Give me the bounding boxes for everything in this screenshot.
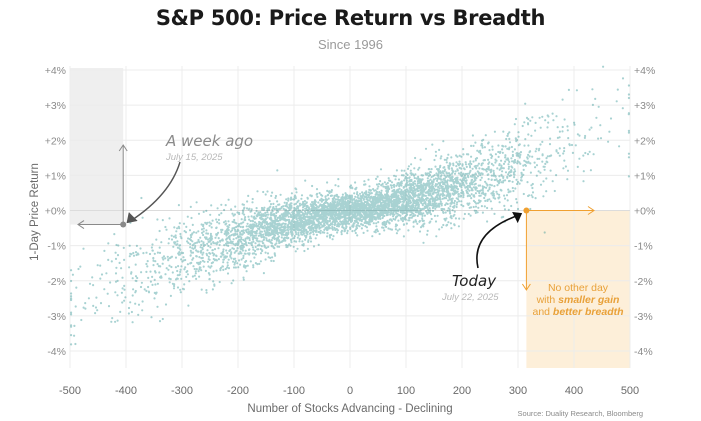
y-tick-label-right: -1% (634, 241, 653, 253)
today-pointer (476, 213, 521, 269)
note-line-2: with smaller gain (536, 294, 620, 306)
today-date: July 22, 2025 (441, 292, 499, 303)
week-ago-h-arrowhead (77, 220, 85, 229)
x-tick-label: 100 (397, 385, 415, 397)
week-ago-region (70, 68, 124, 225)
y-tick-label-right: -4% (634, 346, 653, 358)
y-tick-label-left: -2% (47, 276, 66, 288)
x-tick-label: -100 (283, 385, 305, 397)
week-ago-pointer-head (126, 212, 138, 224)
x-tick-label: -200 (227, 385, 249, 397)
today-region (526, 210, 630, 368)
grid-lines (69, 66, 631, 368)
tick-labels: -500 -400 -300 -200 -100 0 100 200 300 400 500 +4% +… (45, 65, 656, 397)
today-h-arrowhead (587, 206, 595, 215)
source-note: Source: Duality Research, Bloomberg (517, 409, 643, 418)
x-tick-label: -500 (59, 385, 81, 397)
x-axis-label: Number of Stocks Advancing - Declining (247, 403, 452, 415)
week-ago-point (120, 221, 127, 228)
y-tick-label-right: +3% (634, 100, 655, 112)
y-tick-label-left: +2% (45, 135, 66, 147)
y-tick-label-left: -4% (47, 346, 66, 358)
x-tick-label: 300 (509, 385, 527, 397)
today-point (523, 207, 530, 214)
y-tick-label-right: -3% (634, 311, 653, 323)
note-line-3: and better breadth (532, 306, 623, 318)
y-tick-label-left: +4% (45, 65, 66, 77)
shaded-regions (70, 68, 630, 368)
y-tick-label-left: -3% (47, 311, 66, 323)
y-tick-label-left: +0% (45, 206, 66, 218)
x-tick-label: 500 (621, 385, 639, 397)
x-tick-label: -400 (115, 385, 137, 397)
chart-title: S&P 500: Price Return vs Breadth (155, 6, 546, 30)
y-tick-label-left: +1% (45, 170, 66, 182)
y-tick-label-left: +3% (45, 100, 66, 112)
y-tick-label-right: -2% (634, 276, 653, 288)
scatter-point-cloud (70, 65, 630, 346)
y-tick-label-right: +0% (634, 206, 655, 218)
x-tick-label: 0 (347, 385, 353, 397)
x-tick-label: 200 (453, 385, 471, 397)
today-v-arrowhead (521, 283, 531, 291)
y-axis-label: 1-Day Price Return (29, 163, 41, 261)
note-line-1: No other day (548, 282, 609, 294)
scatter-points (70, 65, 630, 346)
x-tick-label: -300 (171, 385, 193, 397)
y-tick-label-right: +1% (634, 170, 655, 182)
y-tick-label-right: +4% (634, 65, 655, 77)
y-tick-label-right: +2% (634, 135, 655, 147)
week-ago-pointer (130, 161, 181, 222)
week-ago-label: A week ago (165, 132, 253, 150)
chart-subtitle: Since 1996 (317, 37, 384, 52)
x-tick-label: 400 (565, 385, 583, 397)
today-pointer-head (512, 212, 523, 223)
week-ago-v-arrowhead (118, 144, 128, 152)
annotations: A week ago July 15, 2025 Today July 22, 202… (77, 132, 624, 318)
y-tick-label-left: -1% (47, 241, 66, 253)
today-label: Today (452, 272, 497, 290)
week-ago-date: July 15, 2025 (165, 152, 223, 163)
